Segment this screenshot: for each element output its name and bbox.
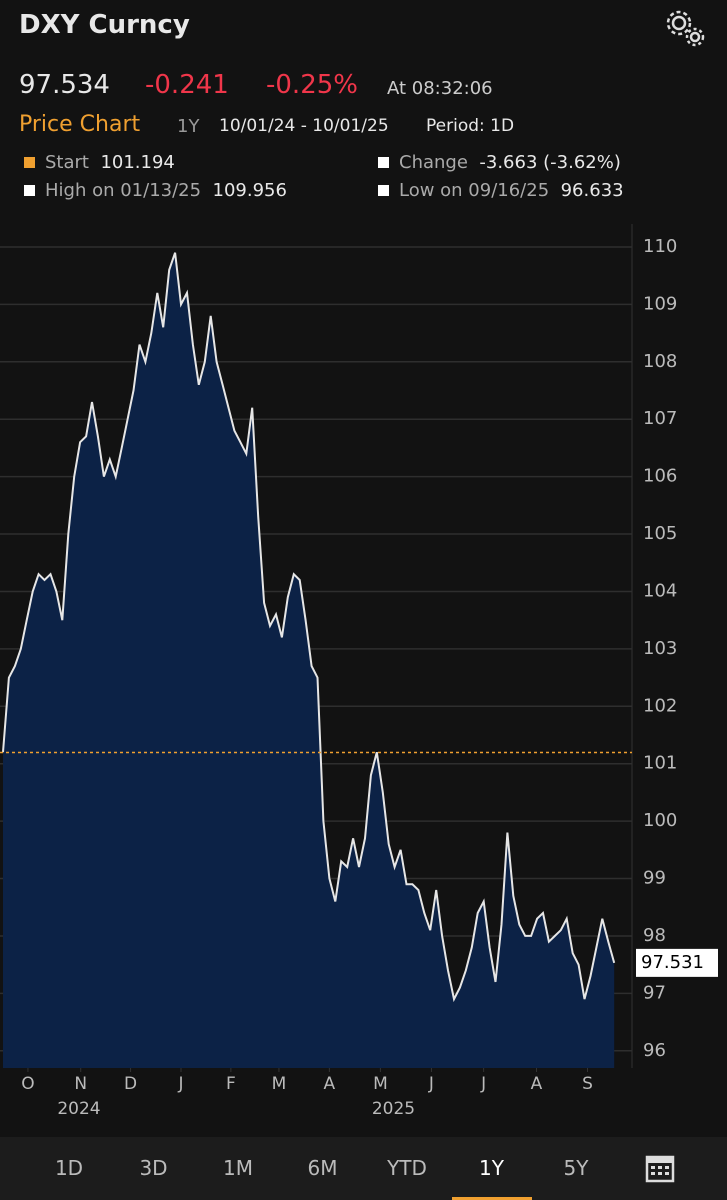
- x-tick-label: F: [226, 1074, 236, 1094]
- title: DXY Curncy: [19, 10, 190, 40]
- y-tick-label: 99: [643, 868, 666, 889]
- y-tick-label: 110: [643, 236, 677, 257]
- range-button[interactable]: 6M: [307, 1156, 338, 1180]
- time: At 08:32:06: [387, 78, 493, 99]
- x-tick-label: A: [324, 1074, 336, 1094]
- range-button[interactable]: 1D: [54, 1156, 84, 1180]
- change: -0.241: [145, 70, 229, 100]
- line: [2, 252, 616, 1003]
- legend-label: High on 01/13/25: [45, 180, 202, 201]
- y-tick-label: 109: [643, 293, 677, 314]
- y-tick-label: 104: [643, 580, 677, 601]
- y-tick-label: 103: [643, 638, 677, 659]
- y-tick-label: 100: [643, 810, 677, 831]
- year-label: 2025: [372, 1099, 415, 1119]
- legend-value: 101.194: [100, 152, 175, 173]
- last-price-tag: [636, 948, 718, 977]
- period: Period: 1D: [426, 116, 515, 136]
- legend-low: Low on 09/16/25 96.633: [378, 180, 624, 201]
- settings-icon[interactable]: [664, 8, 708, 48]
- range-button[interactable]: 1Y: [452, 1137, 532, 1200]
- x-tick-label: M: [272, 1074, 287, 1094]
- legend-label: Change: [399, 152, 468, 173]
- y-tick-label: 106: [643, 466, 677, 487]
- y-tick-label: 97: [643, 982, 666, 1003]
- chart-label: Price Chart: [19, 112, 141, 137]
- chart: 96 97 98 99 100 101 102 103 104 105 106 107 108 109 11…: [0, 224, 718, 1119]
- x-tick-label: J: [428, 1074, 434, 1094]
- y-tick-label: 107: [643, 408, 677, 429]
- y-tick-label: 105: [643, 523, 677, 544]
- range: 1Y: [177, 116, 200, 137]
- x-tick-label: S: [582, 1074, 593, 1094]
- x-tick-label: A: [531, 1074, 543, 1094]
- y-tick-label: 101: [643, 753, 677, 774]
- range-button[interactable]: 5Y: [563, 1156, 589, 1180]
- y-tick-label: 98: [643, 925, 666, 946]
- x-tick-label: M: [373, 1074, 388, 1094]
- range-button[interactable]: YTD: [387, 1156, 427, 1180]
- legend-high: High on 01/13/25 109.956: [24, 180, 287, 201]
- legend-start: Start 101.194: [24, 152, 175, 173]
- x-tick-label: O: [21, 1074, 34, 1094]
- legend-change: Change -3.663 (-3.62%): [378, 152, 621, 173]
- y-tick-label: 102: [643, 695, 677, 716]
- change-pct: -0.25%: [266, 70, 358, 100]
- x-tick-label: D: [124, 1074, 137, 1094]
- legend-label: Low on 09/16/25: [399, 180, 550, 201]
- area: [3, 252, 615, 1068]
- range-button[interactable]: 1M: [223, 1156, 253, 1180]
- price: 97.534: [19, 70, 110, 100]
- x-tick-label: J: [480, 1074, 486, 1094]
- x-tick-label: N: [74, 1074, 87, 1094]
- last-price-label: 97.531: [641, 952, 704, 973]
- year-label: 2024: [57, 1099, 100, 1119]
- y-tick-label: 96: [643, 1040, 666, 1061]
- x-tick-label: J: [178, 1074, 184, 1094]
- calendar-icon[interactable]: [645, 1153, 675, 1183]
- legend-value: 96.633: [560, 180, 624, 201]
- range-bar: 1D 3D 1M 6M YTD 1Y 5Y: [0, 1137, 727, 1200]
- legend-value: 109.956: [212, 180, 287, 201]
- y-tick-label: 108: [643, 351, 677, 372]
- legend-value: -3.663 (-3.62%): [479, 152, 621, 173]
- legend-label: Start: [45, 152, 89, 173]
- dates: 10/01/24 - 10/01/25: [219, 116, 389, 136]
- range-button[interactable]: 3D: [139, 1156, 168, 1180]
